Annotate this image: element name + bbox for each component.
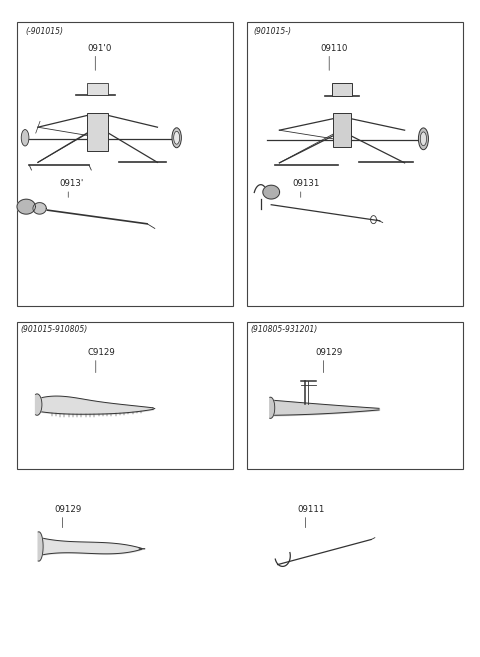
Ellipse shape xyxy=(420,132,427,146)
Ellipse shape xyxy=(419,128,429,150)
Text: 09131: 09131 xyxy=(292,179,320,189)
Text: 09111: 09111 xyxy=(297,505,324,514)
Text: 09129: 09129 xyxy=(54,505,81,514)
Text: (901015-): (901015-) xyxy=(253,27,291,36)
Bar xyxy=(17,322,233,468)
Bar xyxy=(332,83,352,96)
Text: 091'0: 091'0 xyxy=(87,44,112,53)
Text: (901015-910805): (901015-910805) xyxy=(21,325,88,334)
Ellipse shape xyxy=(21,129,29,146)
Bar xyxy=(247,322,463,468)
Bar xyxy=(87,83,108,95)
Polygon shape xyxy=(38,532,43,561)
Text: 0913': 0913' xyxy=(60,179,84,189)
Text: 09110: 09110 xyxy=(321,44,348,53)
Polygon shape xyxy=(263,185,279,199)
Ellipse shape xyxy=(174,131,180,144)
Polygon shape xyxy=(270,397,275,419)
Ellipse shape xyxy=(172,128,181,148)
Bar xyxy=(87,112,108,150)
Polygon shape xyxy=(36,394,42,415)
Text: (-901015): (-901015) xyxy=(25,27,63,36)
Text: 09129: 09129 xyxy=(315,348,342,357)
Text: C9129: C9129 xyxy=(87,348,115,357)
Text: (910805-931201): (910805-931201) xyxy=(251,325,318,334)
Polygon shape xyxy=(33,202,46,214)
Polygon shape xyxy=(17,199,36,214)
Bar xyxy=(333,113,351,147)
Bar xyxy=(247,22,463,306)
Bar xyxy=(17,22,233,306)
